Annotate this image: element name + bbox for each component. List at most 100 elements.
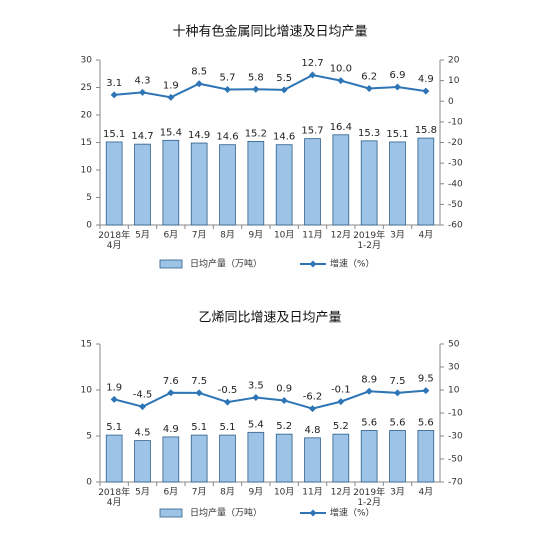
x-tick-label: 12月: [331, 487, 351, 498]
bar: [332, 134, 350, 226]
y-tick-label: 0: [86, 221, 92, 231]
y2-tick-label: 20: [448, 56, 460, 66]
line-label: 10.0: [330, 64, 352, 75]
line-marker: [252, 393, 260, 401]
y2-tick-label: -10: [448, 117, 463, 127]
bar: [219, 144, 236, 226]
bar: [389, 141, 406, 226]
y-tick-label: 25: [81, 83, 92, 93]
y-tick-label: 15: [81, 138, 92, 148]
bar: [105, 434, 123, 483]
line-label: 5.5: [276, 73, 292, 84]
y2-tick-label: -30: [448, 432, 463, 442]
y-tick-label: 30: [81, 56, 93, 66]
line-label: -6.2: [303, 392, 323, 403]
legend-label: 日均产量（万吨）: [190, 507, 262, 519]
line-marker: [309, 71, 316, 79]
line-label: 3.1: [106, 78, 122, 89]
bar: [247, 140, 265, 226]
line-label: 1.9: [106, 382, 122, 393]
line-label: -0.1: [331, 385, 351, 396]
x-tick-label: 2018年 4月: [98, 229, 130, 251]
y2-tick-label: 30: [448, 363, 460, 373]
line-marker: [167, 93, 175, 101]
y-tick-label: 10: [81, 166, 93, 176]
line-label: 1.9: [163, 80, 179, 91]
bar-label: 15.3: [358, 128, 380, 139]
bar-label: 16.4: [330, 122, 352, 133]
x-tick-label: 2018年 4月: [98, 486, 130, 508]
bar-label: 15.7: [301, 126, 323, 137]
bar-label: 5.1: [191, 422, 207, 433]
legend-label: 增速（%）: [330, 258, 375, 270]
line-marker: [280, 396, 288, 404]
x-tick-label: 3月: [390, 487, 405, 498]
bar: [162, 436, 180, 483]
y-tick-label: 20: [81, 111, 93, 121]
y2-tick-label: -70: [448, 478, 463, 488]
x-tick-label: 10月: [274, 230, 294, 241]
y2-tick-label: -40: [448, 179, 463, 189]
bar: [190, 142, 208, 226]
bar: [275, 433, 293, 483]
line-label: 7.6: [163, 376, 179, 387]
bar-label: 14.9: [188, 130, 210, 141]
bar-label: 5.4: [248, 419, 264, 430]
y2-tick-label: 10: [448, 386, 460, 396]
bar: [190, 434, 208, 483]
line-marker: [365, 387, 373, 395]
line-marker: [195, 80, 203, 88]
line: [113, 389, 426, 410]
bar: [417, 430, 435, 483]
bar-label: 15.1: [386, 129, 408, 140]
line-marker: [394, 83, 401, 91]
y-tick-label: 5: [86, 432, 92, 442]
bar: [304, 437, 321, 483]
x-tick-label: 9月: [248, 230, 263, 241]
bar: [105, 141, 123, 226]
y-tick-label: 10: [81, 386, 93, 396]
line-label: 0.9: [276, 383, 292, 394]
bar-label: 15.8: [415, 125, 437, 136]
y2-tick-label: -60: [448, 221, 463, 231]
bar-label: 5.6: [361, 417, 377, 428]
y2-tick-label: 50: [448, 340, 460, 350]
y-tick-label: 0: [86, 478, 92, 488]
line: [114, 74, 426, 99]
line-label: 8.5: [191, 67, 207, 78]
line-marker: [195, 389, 203, 397]
chart-title: 十种有色金属同比增速及日均产量: [172, 24, 367, 40]
legend-label: 日均产量（万吨）: [190, 258, 262, 270]
line-marker: [365, 84, 373, 92]
bar: [304, 138, 321, 226]
x-tick-label: 4月: [418, 487, 433, 498]
bar-label: 5.6: [418, 417, 434, 428]
line-label: 12.7: [301, 58, 323, 69]
bar-label: 5.1: [106, 422, 122, 433]
line-label: 5.7: [220, 72, 236, 83]
bar-label: 15.2: [245, 128, 267, 139]
line-marker: [139, 403, 146, 411]
x-tick-label: 7月: [192, 487, 207, 498]
line-marker: [337, 398, 345, 406]
bar: [275, 144, 293, 226]
line-marker: [110, 91, 118, 99]
x-tick-label: 10月: [274, 487, 294, 498]
line-label: 8.9: [361, 374, 377, 385]
x-tick-label: 2019年 1-2月: [353, 229, 385, 251]
bar: [247, 431, 265, 483]
bar: [162, 139, 180, 226]
x-tick-label: 5月: [135, 487, 150, 498]
line-marker: [252, 85, 260, 93]
line-label: 4.3: [135, 75, 151, 86]
x-tick-label: 6月: [163, 230, 178, 241]
line-marker: [167, 389, 175, 397]
x-tick-label: 8月: [220, 487, 235, 498]
x-tick-label: 2019年 1-2月: [353, 486, 385, 508]
line-label: 6.2: [361, 71, 377, 82]
y2-tick-label: -10: [448, 409, 463, 419]
line-label: 7.5: [390, 376, 406, 387]
x-tick-label: 8月: [220, 230, 235, 241]
bar: [134, 143, 151, 226]
